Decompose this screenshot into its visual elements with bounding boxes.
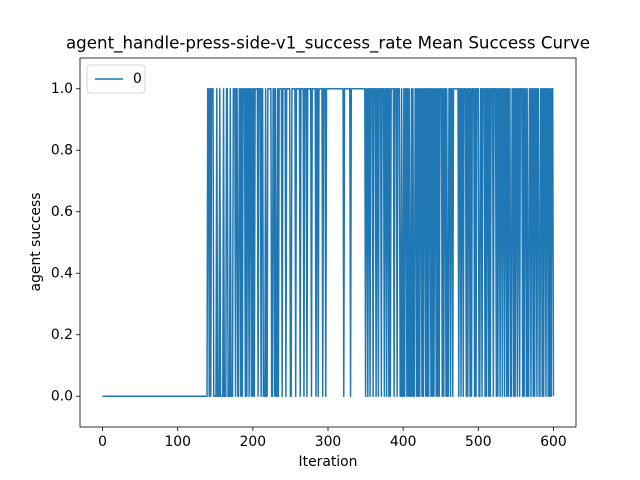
x-tick-label: 600 [540,434,567,450]
y-tick-label: 0.6 [51,204,73,220]
chart-title: agent_handle-press-side-v1_success_rate … [66,33,590,54]
y-tick-label: 1.0 [51,81,73,97]
legend-label: 0 [133,71,142,87]
x-tick-label: 500 [465,434,492,450]
y-tick-label: 0.4 [51,265,73,281]
x-tick-label: 100 [164,434,191,450]
line [102,88,555,397]
axes-frame [79,57,577,428]
y-tick-label: 0.0 [51,388,73,404]
y-axis-label: agent success [28,193,44,292]
x-tick-label: 200 [240,434,267,450]
x-tick-label: 0 [98,434,107,450]
x-tick-label: 300 [315,434,342,450]
y-tick-label: 0.8 [51,142,73,158]
y-tick-label: 0.2 [51,327,73,343]
x-axis-label: Iteration [299,454,358,470]
x-tick-label: 400 [390,434,417,450]
